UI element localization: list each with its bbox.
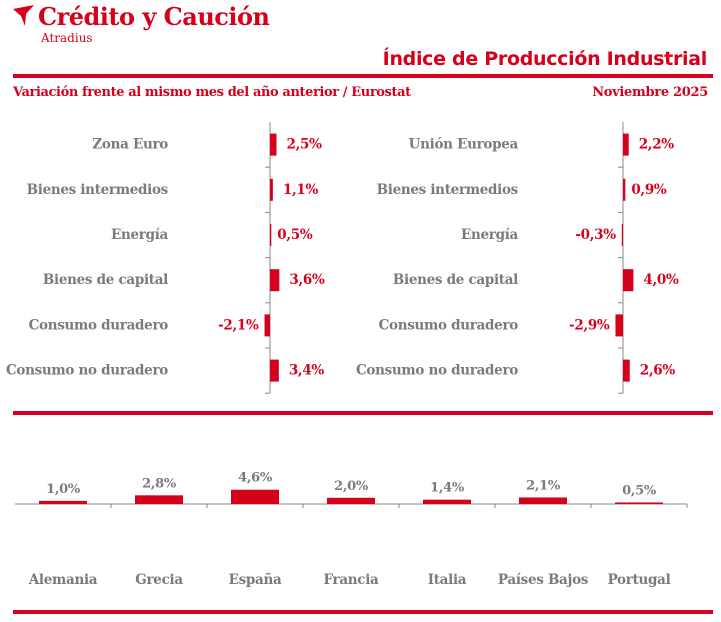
value-label: -0,3% <box>575 227 616 243</box>
value-label: 2,6% <box>640 363 676 379</box>
bar-country-6 <box>615 502 663 504</box>
value-label: 3,4% <box>289 363 325 379</box>
category-label: Bienes intermedios <box>27 182 169 198</box>
period-label: Noviembre 2025 <box>592 85 708 100</box>
category-label: Energía <box>111 227 169 243</box>
bar-country-3 <box>327 497 375 504</box>
atradius-logo-icon <box>13 5 34 26</box>
value-label: 0,9% <box>631 182 667 198</box>
bar-left-1 <box>270 178 273 201</box>
category-label: Grecia <box>135 572 183 588</box>
category-label: Bienes de capital <box>393 272 518 288</box>
category-label: Portugal <box>608 572 671 588</box>
bar-left-5 <box>270 359 279 382</box>
category-label: Bienes de capital <box>43 272 168 288</box>
value-label: 2,0% <box>334 479 369 494</box>
brand-name: Crédito y Caución <box>38 2 270 31</box>
category-label: Bienes intermedios <box>377 182 519 198</box>
category-label: Italia <box>428 572 467 588</box>
page-title: Índice de Producción Industrial <box>382 48 708 70</box>
value-label: 1,1% <box>283 182 319 198</box>
category-label: Consumo duradero <box>29 317 169 333</box>
category-label: Alemania <box>28 572 98 588</box>
category-label: Consumo no duradero <box>6 363 168 379</box>
footer-rule <box>13 610 713 614</box>
category-label: Zona Euro <box>92 137 168 153</box>
bar-country-0 <box>39 500 87 504</box>
value-label: 1,4% <box>430 481 465 496</box>
category-label: Consumo duradero <box>379 317 519 333</box>
bar-right-3 <box>623 269 634 292</box>
section-rule <box>13 411 713 415</box>
category-label: Países Bajos <box>498 572 589 588</box>
value-label: 2,2% <box>639 137 675 153</box>
value-label: 4,0% <box>643 272 679 288</box>
value-label: 2,8% <box>142 476 177 491</box>
bar-right-2 <box>621 224 623 246</box>
bar-right-5 <box>623 359 630 382</box>
value-label: -2,9% <box>569 317 610 333</box>
bar-left-3 <box>270 269 280 292</box>
value-label: 0,5% <box>277 227 313 243</box>
category-label: Francia <box>323 572 379 588</box>
bar-country-1 <box>135 495 183 504</box>
header-rule <box>13 74 713 78</box>
value-label: -2,1% <box>218 317 259 333</box>
category-label: España <box>229 572 282 588</box>
chart-subtitle: Variación frente al mismo mes del año an… <box>13 85 411 100</box>
brand-subtitle: Atradius <box>41 31 93 45</box>
bar-country-5 <box>519 497 567 504</box>
value-label: 2,5% <box>287 137 323 153</box>
bar-right-4 <box>615 314 623 337</box>
value-label: 1,0% <box>46 482 81 497</box>
bar-left-2 <box>270 224 272 246</box>
bar-country-2 <box>231 489 279 504</box>
bar-country-4 <box>423 499 471 504</box>
bar-right-1 <box>623 178 626 201</box>
value-label: 3,6% <box>289 272 325 288</box>
bar-left-4 <box>264 314 270 337</box>
value-label: 0,5% <box>622 483 657 498</box>
category-label: Unión Europea <box>409 137 519 153</box>
bar-left-0 <box>270 133 277 156</box>
category-label: Energía <box>461 227 519 243</box>
value-label: 2,1% <box>526 478 561 493</box>
value-label: 4,6% <box>238 471 273 486</box>
category-label: Consumo no duradero <box>356 363 518 379</box>
bar-right-0 <box>623 133 629 156</box>
